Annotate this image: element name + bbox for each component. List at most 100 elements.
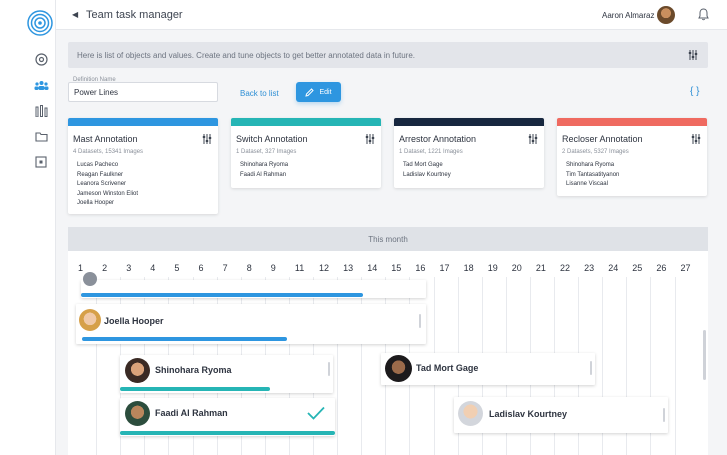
calendar-header: This month bbox=[68, 227, 708, 251]
calendar-day-label: 1 bbox=[78, 263, 84, 273]
card-person: Lucas Pacheco bbox=[77, 162, 119, 168]
task-name: Ladislav Kourtney bbox=[489, 409, 568, 419]
task-joella-hooper[interactable]: Joella Hooper bbox=[76, 304, 426, 344]
card-person: Reagan Faulkner bbox=[77, 171, 124, 178]
calendar-day-label: 7 bbox=[222, 263, 228, 273]
calendar-day-label: 26 bbox=[656, 263, 667, 273]
nav-folder-icon[interactable] bbox=[33, 128, 49, 144]
settings-sliders-icon[interactable] bbox=[528, 134, 538, 144]
task-name: Tad Mort Gage bbox=[416, 363, 479, 373]
card-color-bar bbox=[557, 118, 707, 126]
task-shinohara-ryoma[interactable]: Shinohara Ryoma bbox=[120, 355, 333, 393]
calendar-day-label: 8 bbox=[246, 263, 252, 273]
card-person: Faadi Al Rahman bbox=[240, 171, 287, 178]
edit-button[interactable]: Edit bbox=[296, 82, 341, 102]
calendar-grid-line bbox=[602, 277, 604, 455]
user-avatar[interactable] bbox=[657, 6, 675, 24]
fingerprint-logo-icon[interactable] bbox=[27, 10, 53, 36]
card-meta: 1 Dataset, 327 Images bbox=[236, 149, 297, 155]
calendar-day-label: 9 bbox=[270, 263, 276, 273]
calendar-day-label: 19 bbox=[487, 263, 498, 273]
calendar-grid-line bbox=[674, 277, 676, 455]
calendar-timeline: This month 1 2 3 4 5 6 7 8 9 11 12 13 14 15 16 17 18 19 20… bbox=[68, 227, 708, 455]
task-ladislav-kourtney[interactable]: Ladislav Kourtney bbox=[454, 397, 668, 433]
card-person: Joella Hooper bbox=[77, 200, 115, 206]
task-avatar bbox=[79, 309, 101, 331]
calendar-day-label: 12 bbox=[319, 263, 330, 273]
task-drag-handle[interactable] bbox=[419, 314, 421, 328]
calendar-day-label: 4 bbox=[150, 263, 156, 273]
card-people-list: Tad Mort Gage Ladislav Kourtney bbox=[403, 161, 451, 180]
task-name: Faadi Al Rahman bbox=[155, 408, 228, 418]
task-progress-bar bbox=[120, 387, 270, 391]
info-text: Here is list of objects and values. Crea… bbox=[77, 51, 415, 60]
nav-equalizer-icon[interactable] bbox=[33, 103, 49, 119]
calendar-day-label: 5 bbox=[174, 263, 180, 273]
bell-icon[interactable] bbox=[698, 8, 709, 21]
task-progress-bar bbox=[120, 431, 335, 435]
definition-name-input[interactable] bbox=[68, 82, 218, 102]
card-person: Shinohara Ryoma bbox=[566, 162, 615, 168]
calendar-day-label: 13 bbox=[343, 263, 354, 273]
calendar-day-label: 14 bbox=[367, 263, 378, 273]
card-title: Mast Annotation bbox=[73, 134, 138, 144]
task-avatar bbox=[385, 355, 412, 382]
calendar-day-label: 22 bbox=[560, 263, 571, 273]
calendar-grid-line bbox=[650, 277, 652, 455]
card-meta: 2 Datasets, 5327 Images bbox=[562, 149, 629, 155]
card-person: Jameson Winston Eliot bbox=[77, 190, 139, 197]
card-person: Tim Tantasatityanon bbox=[566, 171, 620, 178]
settings-sliders-icon[interactable] bbox=[365, 134, 375, 144]
calendar-grid-line bbox=[626, 277, 628, 455]
task-name: Joella Hooper bbox=[104, 316, 164, 326]
card-switch-annotation[interactable]: Switch Annotation 1 Dataset, 327 Images … bbox=[231, 118, 381, 188]
calendar-day-label: 11 bbox=[294, 263, 305, 273]
card-person: Leanora Scrivener bbox=[77, 181, 127, 187]
card-people-list: Shinohara Ryoma Faadi Al Rahman bbox=[240, 161, 288, 180]
task-avatar bbox=[125, 358, 150, 383]
user-name[interactable]: Aaron Almaraz bbox=[602, 11, 655, 20]
code-braces-icon[interactable]: { } bbox=[690, 86, 700, 97]
task-drag-handle[interactable] bbox=[328, 362, 330, 376]
task-drag-handle[interactable] bbox=[590, 361, 592, 375]
task-avatar bbox=[83, 272, 97, 286]
calendar-day-label: 15 bbox=[391, 263, 402, 273]
card-person: Tad Mort Gage bbox=[403, 162, 443, 168]
nav-team-icon[interactable] bbox=[33, 77, 49, 93]
task-tad-mort-gage[interactable]: Tad Mort Gage bbox=[381, 353, 595, 385]
back-to-list-link[interactable]: Back to list bbox=[240, 89, 279, 98]
settings-sliders-icon[interactable] bbox=[691, 134, 701, 144]
calendar-day-label: 17 bbox=[439, 263, 450, 273]
calendar-grid-line bbox=[96, 277, 98, 455]
pencil-icon bbox=[305, 87, 315, 97]
task-drag-handle[interactable] bbox=[663, 408, 665, 422]
card-arrestor-annotation[interactable]: Arrestor Annotation 1 Dataset, 1221 Imag… bbox=[394, 118, 544, 188]
calendar-day-label: 24 bbox=[608, 263, 619, 273]
nav-frame-icon[interactable] bbox=[33, 154, 49, 170]
card-recloser-annotation[interactable]: Recloser Annotation 2 Datasets, 5327 Ima… bbox=[557, 118, 707, 196]
calendar-grid-line bbox=[361, 277, 363, 455]
calendar-day-label: 16 bbox=[415, 263, 426, 273]
card-person: Ladislav Kourtney bbox=[403, 171, 451, 178]
card-meta: 4 Datasets, 15341 Images bbox=[73, 149, 144, 155]
card-color-bar bbox=[68, 118, 218, 126]
task-avatar bbox=[125, 401, 150, 426]
calendar-day-label: 25 bbox=[632, 263, 643, 273]
card-meta: 1 Dataset, 1221 Images bbox=[399, 149, 463, 155]
task-name: Shinohara Ryoma bbox=[155, 365, 232, 375]
page-title: Team task manager bbox=[86, 9, 183, 21]
nav-dashboard-icon[interactable] bbox=[33, 51, 49, 67]
scrollbar-thumb[interactable] bbox=[703, 330, 706, 380]
settings-sliders-icon[interactable] bbox=[202, 134, 212, 144]
task-progress-bar bbox=[82, 337, 287, 341]
task-progress-bar bbox=[81, 293, 363, 297]
settings-sliders-icon[interactable] bbox=[688, 50, 698, 60]
card-person: Lisanne Viscaal bbox=[566, 181, 608, 187]
task-faadi-al-rahman[interactable]: Faadi Al Rahman bbox=[120, 398, 335, 436]
task-bar-partial[interactable] bbox=[81, 272, 426, 298]
card-mast-annotation[interactable]: Mast Annotation 4 Datasets, 15341 Images… bbox=[68, 118, 218, 214]
card-color-bar bbox=[394, 118, 544, 126]
back-arrow-icon[interactable]: ◀ bbox=[72, 10, 79, 19]
calendar-day-label: 3 bbox=[126, 263, 132, 273]
calendar-day-label: 6 bbox=[198, 263, 204, 273]
